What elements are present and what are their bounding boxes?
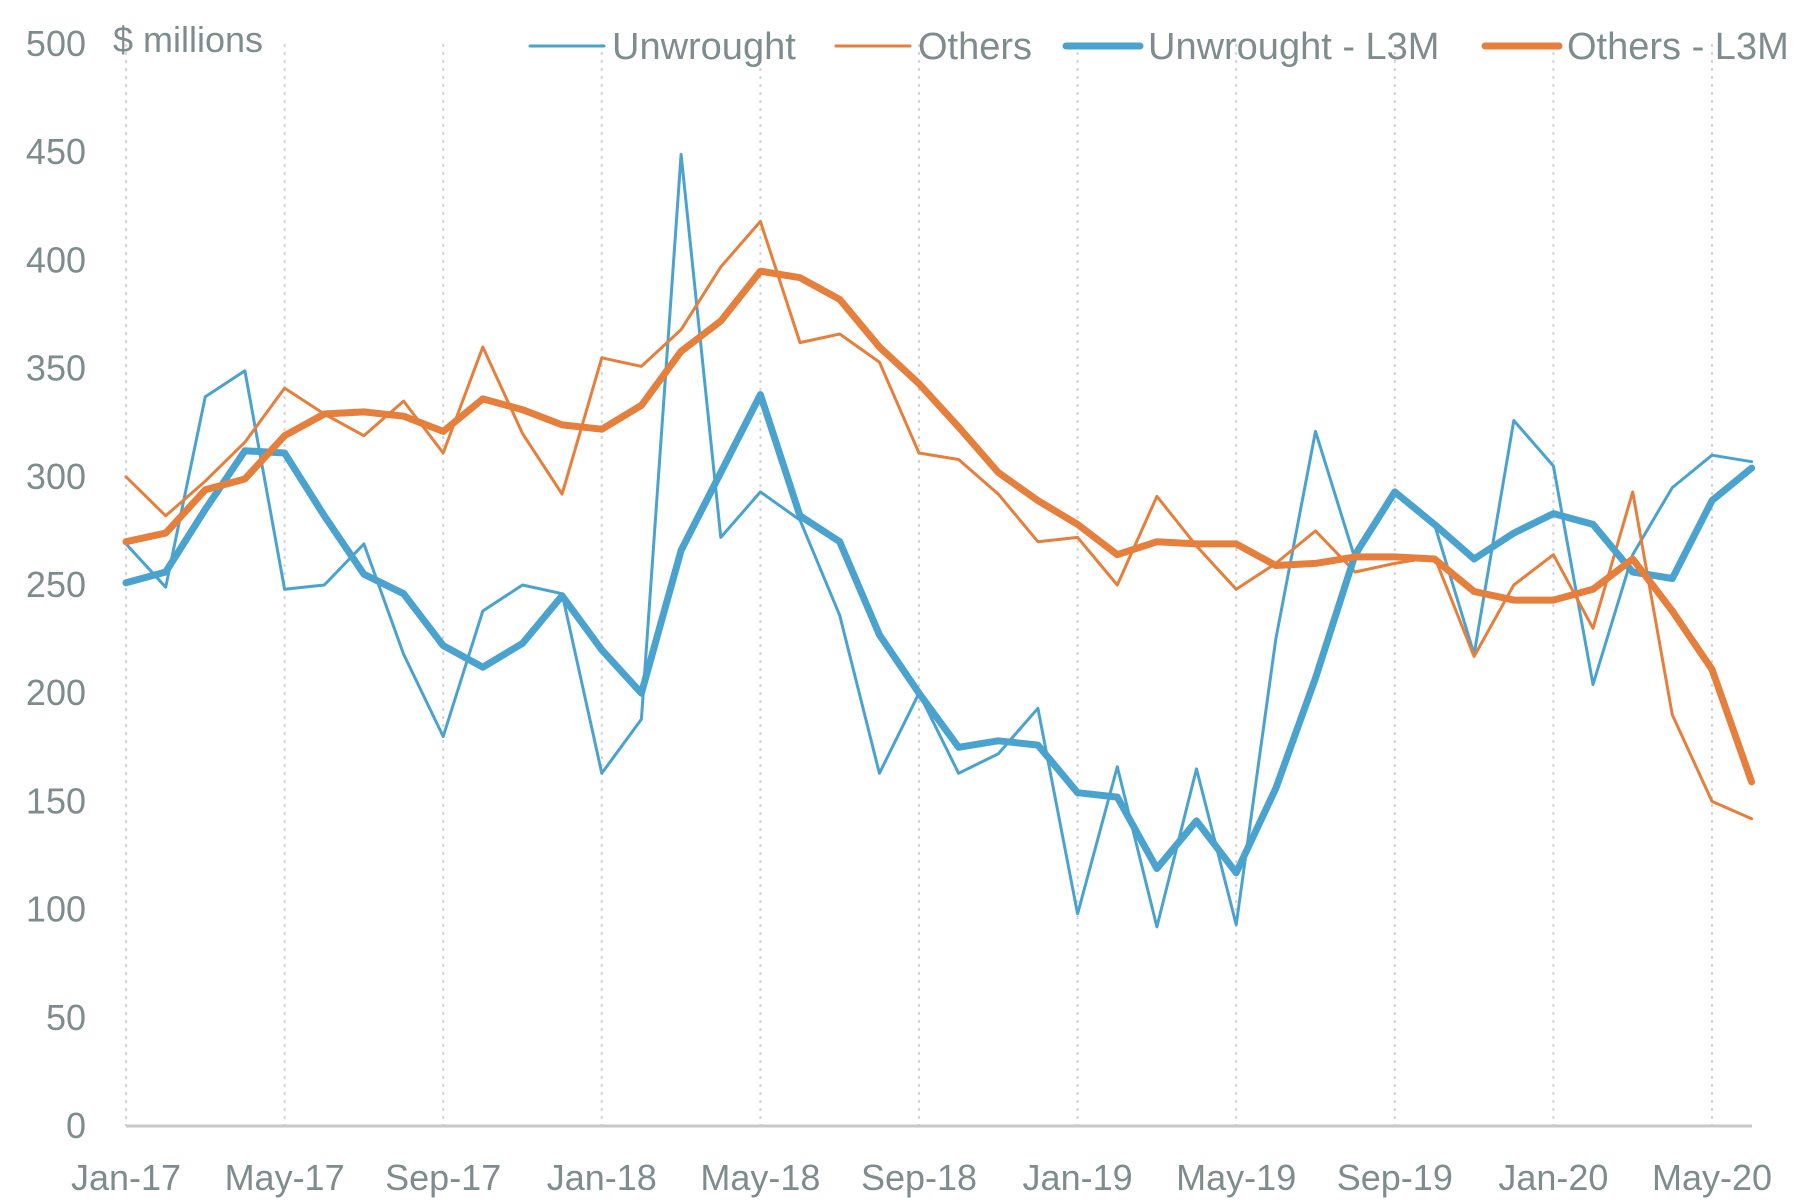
y-axis-unit-label: $ millions — [113, 19, 263, 60]
x-tick-label-May-20: May-20 — [1652, 1157, 1772, 1198]
series-line-unwrought-l3m — [122, 391, 1756, 877]
y-tick-label-250: 250 — [26, 564, 86, 605]
y-tick-label-150: 150 — [26, 780, 86, 821]
x-axis-ticks: Jan-17 May-17 Sep-17 Jan-18 May-18 Sep-18 Jan-… — [71, 1157, 1772, 1198]
legend-label-others: Others — [918, 26, 1032, 68]
x-tick-label-May-17: May-17 — [225, 1157, 345, 1198]
legend-label-others-l3m: Others - L3M — [1567, 26, 1789, 68]
x-tick-label-Jan-17: Jan-17 — [71, 1157, 181, 1198]
x-tick-label-May-18: May-18 — [700, 1157, 820, 1198]
y-tick-label-0: 0 — [66, 1105, 86, 1146]
gridlines — [125, 44, 1713, 1126]
x-tick-label-Sep-18: Sep-18 — [861, 1157, 977, 1198]
legend-label-unwrought-l3m: Unwrought - L3M — [1148, 26, 1439, 68]
series-line-unwrought — [124, 152, 1754, 929]
y-tick-label-400: 400 — [26, 239, 86, 280]
series-line-others — [124, 219, 1754, 821]
y-tick-label-450: 450 — [26, 131, 86, 172]
y-tick-label-300: 300 — [26, 456, 86, 497]
legend-label-unwrought: Unwrought — [612, 26, 796, 68]
y-tick-label-100: 100 — [26, 889, 86, 930]
y-tick-label-350: 350 — [26, 348, 86, 389]
series-line-others-l3m — [122, 267, 1756, 786]
y-tick-label-500: 500 — [26, 23, 86, 64]
y-axis-ticks: 0 50 100 150 200 250 300 350 400 450 500 — [26, 23, 86, 1146]
y-tick-label-50: 50 — [46, 997, 86, 1038]
series-layer — [122, 152, 1756, 929]
x-tick-label-Jan-19: Jan-19 — [1023, 1157, 1133, 1198]
x-tick-label-May-19: May-19 — [1176, 1157, 1296, 1198]
legend: Unwrought Others Unwrought - L3M Others - L… — [528, 26, 1789, 68]
x-tick-label-Jan-18: Jan-18 — [547, 1157, 657, 1198]
x-tick-label-Sep-19: Sep-19 — [1337, 1157, 1453, 1198]
y-tick-label-200: 200 — [26, 672, 86, 713]
x-tick-label-Sep-17: Sep-17 — [385, 1157, 501, 1198]
x-tick-label-Jan-20: Jan-20 — [1498, 1157, 1608, 1198]
